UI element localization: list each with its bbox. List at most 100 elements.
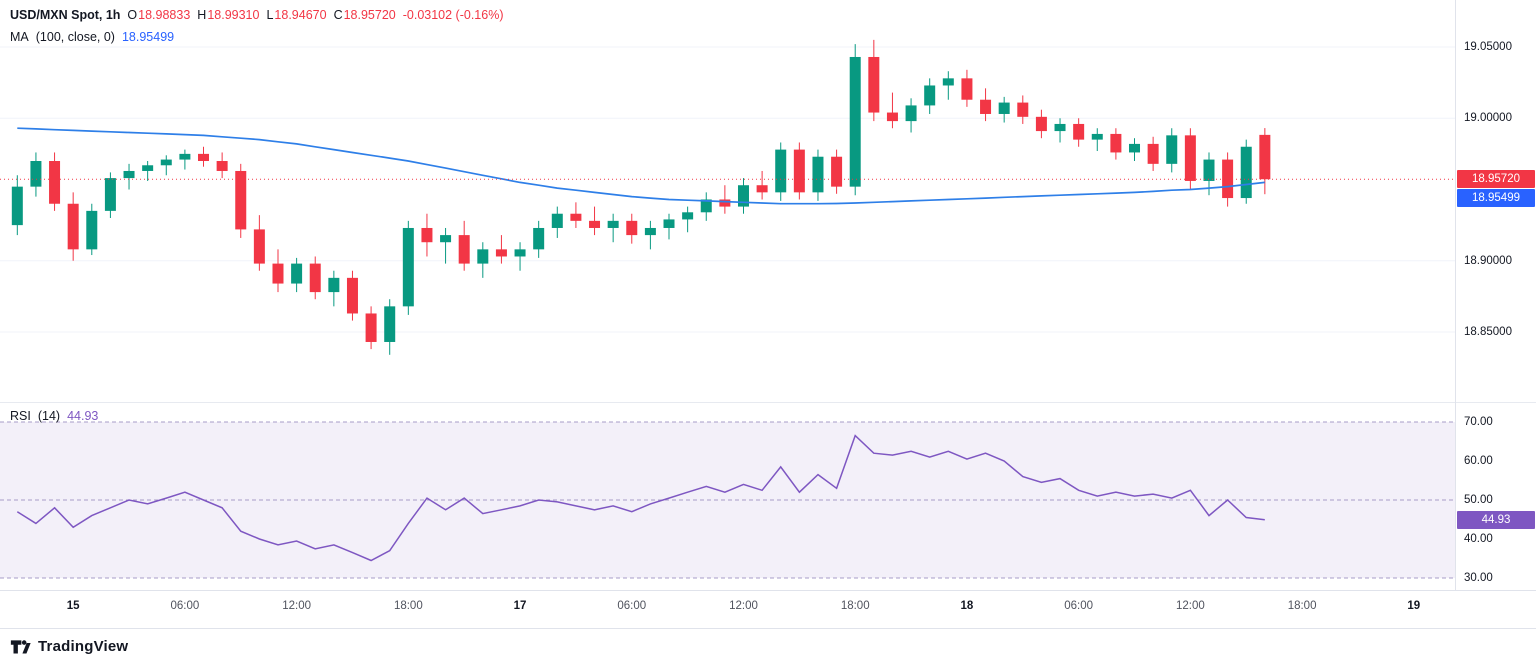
rsi-value-badge: 44.93: [1457, 510, 1535, 529]
last-price-badge: 18.95720: [1457, 170, 1535, 189]
time-tick-label: 18: [960, 600, 974, 612]
candle: [1166, 128, 1178, 173]
time-tick-label: 12:00: [729, 600, 758, 612]
candle: [924, 78, 936, 114]
candle: [775, 142, 787, 201]
candle: [868, 39, 880, 122]
candle: [1110, 128, 1122, 160]
tradingview-wordmark[interactable]: TradingView: [38, 637, 129, 655]
candle: [905, 98, 917, 133]
candle: [998, 96, 1010, 123]
rsi-tick-label: 40.00: [1464, 533, 1493, 545]
high-value: H 18.99310: [197, 8, 260, 22]
rsi-tick-label: 50.00: [1464, 494, 1493, 506]
candle: [235, 163, 247, 238]
candle: [104, 172, 116, 218]
candle: [198, 146, 210, 167]
open-value: O 18.98833: [127, 8, 191, 22]
candle: [607, 213, 619, 243]
close-value: C 18.95720: [333, 8, 396, 22]
ma-indicator-legend[interactable]: MA (100, close, 0) 18.95499: [10, 30, 174, 44]
rsi-value: 44.93: [67, 409, 99, 423]
candle: [1073, 118, 1085, 147]
tradingview-logo-icon[interactable]: [10, 637, 31, 656]
candle: [495, 235, 507, 264]
candle: [86, 203, 98, 256]
candle: [570, 202, 582, 228]
symbol-legend[interactable]: USD/MXN Spot, 1h O 18.98833 H 18.99310 L 18…: [10, 8, 504, 22]
candle: [477, 242, 489, 278]
candle: [1054, 118, 1066, 143]
time-axis[interactable]: 15 06:00 12:00 18:00 17 06:00 12:00 18:00 18 06:0…: [0, 590, 1536, 629]
candle: [402, 220, 414, 315]
footer-bar: TradingView: [0, 628, 1536, 663]
candle: [644, 220, 656, 250]
candle: [179, 149, 191, 170]
ma-value-badge: 18.95499: [1457, 189, 1535, 208]
candle: [700, 192, 712, 221]
time-tick-label: 19: [1407, 600, 1421, 612]
rsi-indicator-legend[interactable]: RSI (14) 44.93: [10, 409, 98, 423]
candle: [831, 149, 843, 194]
candle: [67, 192, 79, 261]
time-tick-label: 18:00: [840, 600, 870, 612]
candle: [1240, 139, 1252, 204]
ma-line: [17, 127, 1265, 205]
candle: [253, 215, 265, 271]
candle: [384, 299, 396, 355]
candle: [961, 69, 973, 107]
candle: [942, 71, 954, 100]
candle: [440, 227, 452, 264]
candle: [737, 178, 749, 214]
candle: [514, 242, 526, 271]
candle: [11, 175, 23, 236]
candle: [1091, 128, 1103, 152]
candle: [533, 220, 545, 258]
candle: [812, 149, 824, 201]
candle: [1017, 95, 1029, 124]
time-tick-label: 06:00: [617, 600, 647, 612]
candle: [980, 88, 992, 122]
rsi-tick-label: 30.00: [1464, 572, 1493, 584]
price-tick-label: 19.05000: [1464, 41, 1512, 53]
candle: [1147, 136, 1159, 171]
pane-divider[interactable]: [0, 402, 1536, 403]
candle: [123, 163, 135, 190]
candle: [793, 142, 805, 200]
rsi-label: RSI: [10, 409, 31, 423]
candle: [886, 92, 898, 129]
rsi-tick-label: 70.00: [1464, 416, 1493, 428]
ma-params: (100, close, 0): [35, 30, 115, 44]
candle: [626, 213, 638, 244]
rsi-tick-label: 60.00: [1464, 455, 1493, 467]
candle: [160, 155, 172, 176]
price-axis[interactable]: 19.05000 19.00000 18.90000 18.85000 70.00 60.…: [1455, 0, 1536, 628]
candle: [849, 44, 861, 196]
candle: [663, 213, 675, 240]
time-tick-label: 18:00: [1287, 600, 1317, 612]
candle: [756, 170, 768, 200]
time-tick-label: 18:00: [393, 600, 423, 612]
time-tick-label: 12:00: [282, 600, 311, 612]
candle: [1184, 128, 1196, 190]
time-tick-label: 12:00: [1175, 600, 1205, 612]
candle: [272, 249, 284, 293]
candle: [49, 152, 61, 211]
candle: [1035, 109, 1047, 139]
candle: [346, 270, 358, 321]
price-tick-label: 18.90000: [1464, 254, 1512, 267]
ma-value: 18.95499: [121, 30, 175, 44]
time-tick-label: 15: [66, 600, 80, 612]
candle: [551, 206, 563, 238]
candle: [421, 213, 433, 257]
ma-label: MA: [10, 30, 29, 44]
candle: [1129, 138, 1141, 161]
candle: [458, 220, 470, 271]
candle: [216, 152, 228, 179]
price-tick-label: 19.00000: [1464, 112, 1512, 125]
candle: [365, 306, 377, 350]
rsi-line: [16, 434, 1265, 562]
candle: [682, 206, 694, 233]
